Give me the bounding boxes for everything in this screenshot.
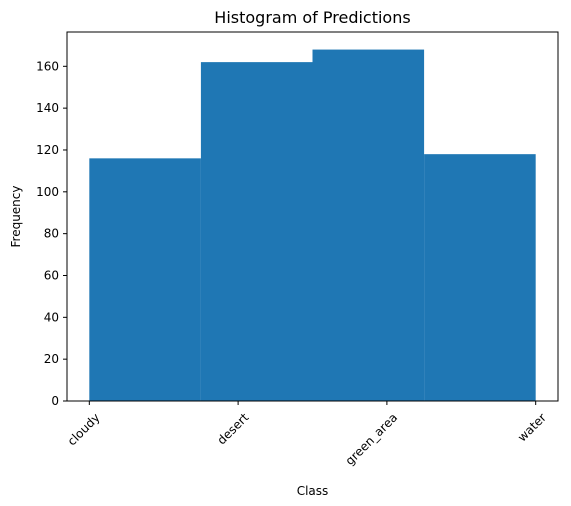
x-tick-label: desert: [214, 410, 251, 447]
histogram-bar-4: [424, 154, 536, 401]
y-axis-ticks: 0 20 40 60 80 100 120 140 160: [36, 59, 67, 408]
histogram-bar-2: [200, 62, 313, 402]
x-axis-ticks: cloudy desert green_area water: [65, 401, 549, 468]
x-tick-label: water: [515, 410, 549, 444]
y-tick-label: 160: [36, 59, 59, 73]
y-tick-label: 20: [44, 352, 59, 366]
y-tick-label: 140: [36, 101, 59, 115]
y-axis-label: Frequency: [9, 186, 23, 248]
y-tick-label: 120: [36, 143, 59, 157]
bars-group: [89, 49, 536, 402]
histogram-bar-1: [89, 158, 201, 401]
x-axis-label: Class: [297, 484, 329, 498]
histogram-bar-3: [312, 49, 425, 401]
x-tick-label: cloudy: [65, 410, 103, 448]
x-tick-label: green_area: [343, 410, 401, 468]
y-tick-label: 80: [44, 227, 59, 241]
chart-title: Histogram of Predictions: [214, 8, 410, 27]
y-tick-label: 100: [36, 185, 59, 199]
y-tick-label: 60: [44, 268, 59, 282]
y-tick-label: 40: [44, 310, 59, 324]
plot-frame: [66, 31, 559, 402]
y-tick-label: 0: [51, 394, 59, 408]
